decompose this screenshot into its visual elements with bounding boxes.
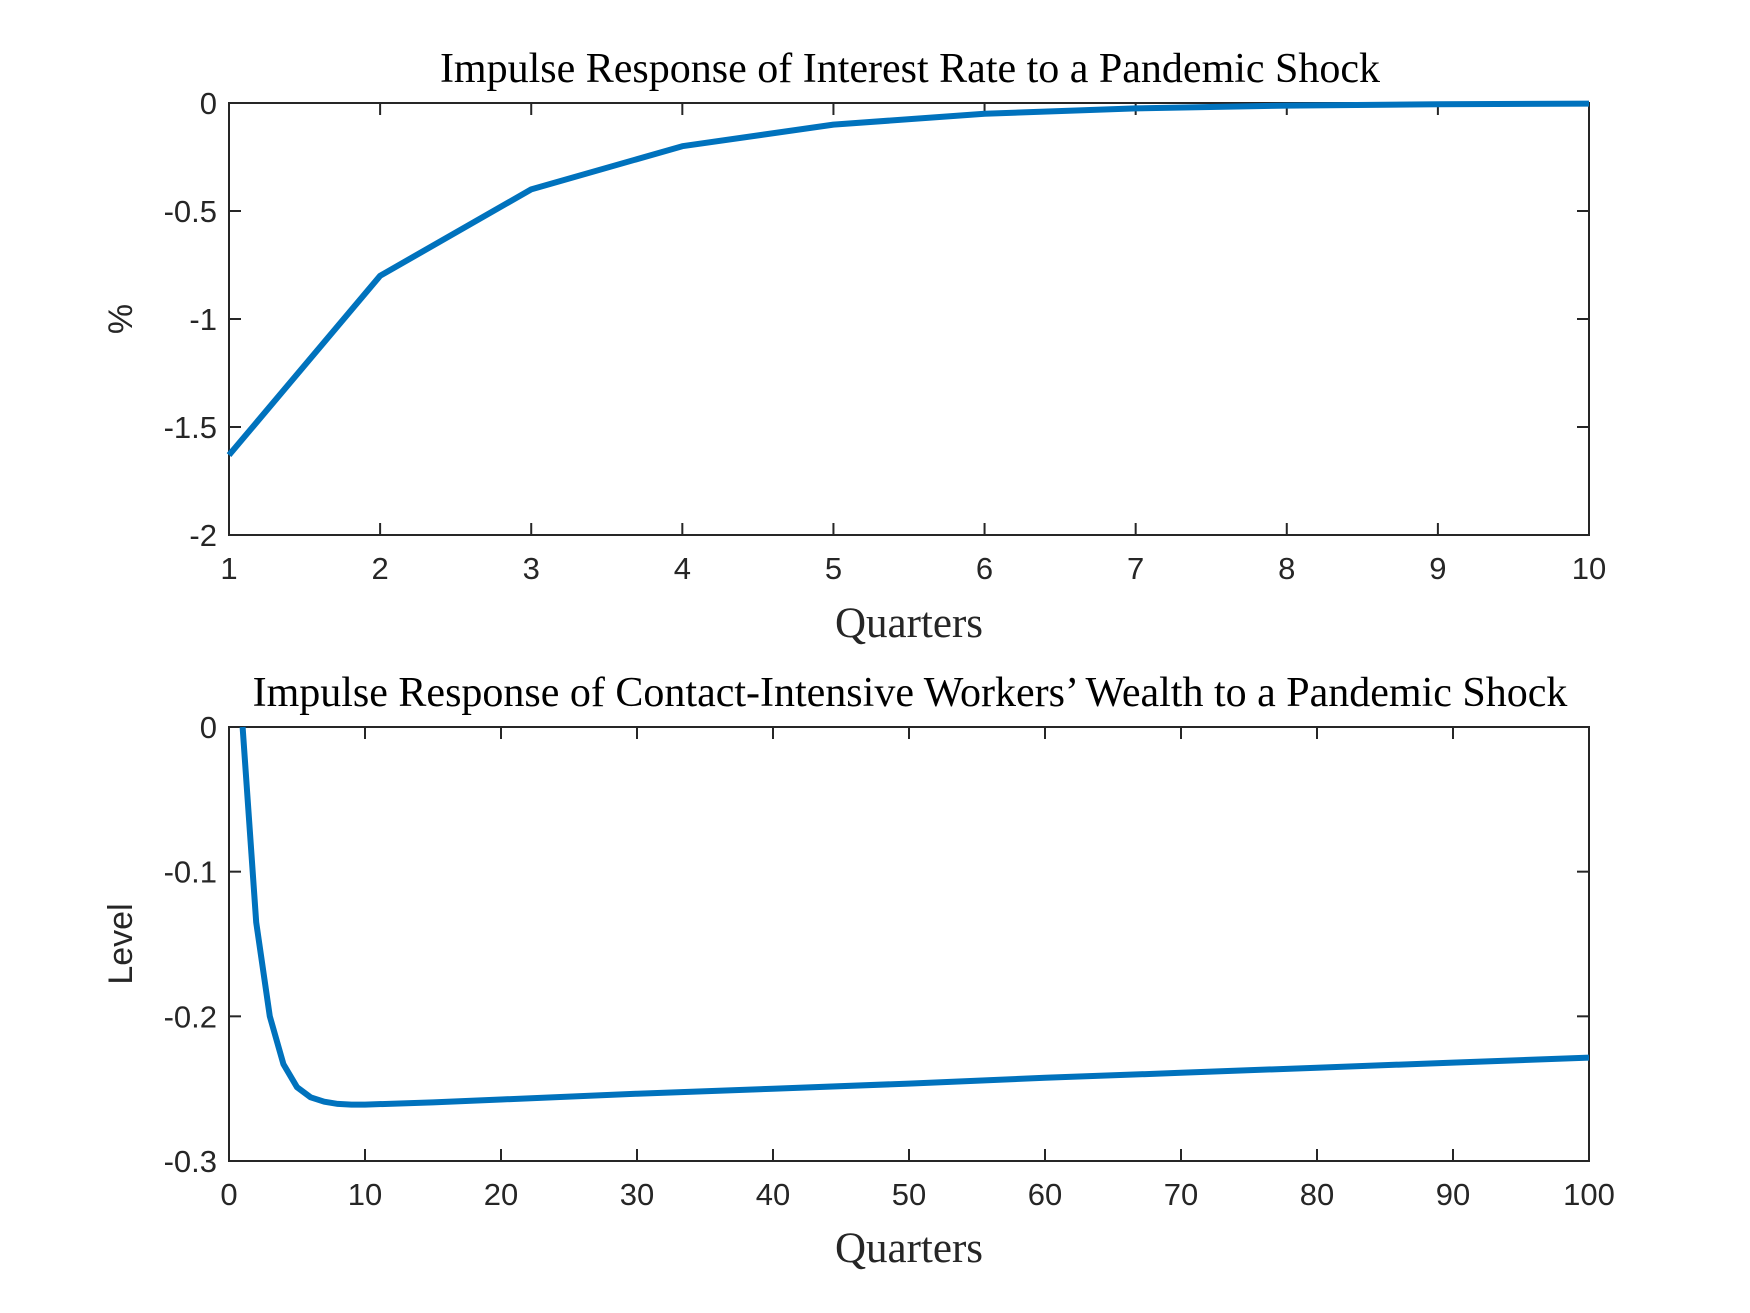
wealth-chart: Impulse Response of Contact-Intensive Wo…: [102, 670, 1615, 1272]
x-tick-label: 90: [1436, 1177, 1470, 1212]
interest-rate-chart: Impulse Response of Interest Rate to a P…: [102, 46, 1606, 647]
plot-frame: [228, 726, 1590, 1162]
series-layer: [226, 100, 1590, 458]
x-tick-label: 3: [523, 551, 540, 586]
x-tick-label: 20: [484, 1177, 518, 1212]
x-tick-label: 5: [825, 551, 842, 586]
x-tick-label: 50: [892, 1177, 926, 1212]
y-tick-label: 0: [200, 86, 217, 121]
y-tick-label: -0.3: [164, 1144, 217, 1179]
x-tick-label: 40: [756, 1177, 790, 1212]
x-tick-label: 0: [220, 1177, 237, 1212]
x-tick-label: 1: [220, 551, 237, 586]
x-tick-label: 30: [620, 1177, 654, 1212]
y-ticks: 0 -0.1 -0.2 -0.3: [164, 710, 1589, 1179]
y-tick-label: -0.1: [164, 855, 217, 890]
y-tick-label: 0: [200, 710, 217, 745]
x-tick-label: 80: [1300, 1177, 1334, 1212]
chart-title: Impulse Response of Contact-Intensive Wo…: [253, 670, 1568, 716]
x-tick-label: 100: [1563, 1177, 1615, 1212]
x-tick-label: 60: [1028, 1177, 1062, 1212]
x-tick-label: 8: [1278, 551, 1295, 586]
y-ticks: 0 -0.5 -1 -1.5 -2: [164, 86, 1589, 553]
x-tick-label: 2: [371, 551, 388, 586]
y-tick-label: -0.5: [164, 194, 217, 229]
series-line: [226, 100, 1590, 458]
y-tick-label: -1.5: [164, 410, 217, 445]
chart-title: Impulse Response of Interest Rate to a P…: [440, 46, 1380, 92]
series-line: [239, 726, 1590, 1108]
x-tick-label: 10: [348, 1177, 382, 1212]
x-ticks: 1 2 3 4 5 6 7 8 9 10: [220, 103, 1606, 586]
y-tick-label: -1: [189, 302, 217, 337]
y-axis-label: %: [102, 304, 140, 334]
x-tick-label: 70: [1164, 1177, 1198, 1212]
x-axis-label: Quarters: [835, 600, 983, 647]
x-ticks: 0 10 20 30 40 50 60 70 80 90 100: [220, 727, 1615, 1212]
y-tick-label: -2: [189, 518, 217, 553]
x-tick-label: 10: [1572, 551, 1606, 586]
x-tick-label: 7: [1127, 551, 1144, 586]
x-tick-label: 6: [976, 551, 993, 586]
series-layer: [239, 726, 1590, 1108]
plot-frame: [228, 102, 1590, 536]
y-axis-label: Level: [102, 903, 140, 984]
y-tick-label: -0.2: [164, 999, 217, 1034]
x-axis-label: Quarters: [835, 1225, 983, 1272]
x-tick-label: 4: [674, 551, 691, 586]
x-tick-label: 9: [1429, 551, 1446, 586]
